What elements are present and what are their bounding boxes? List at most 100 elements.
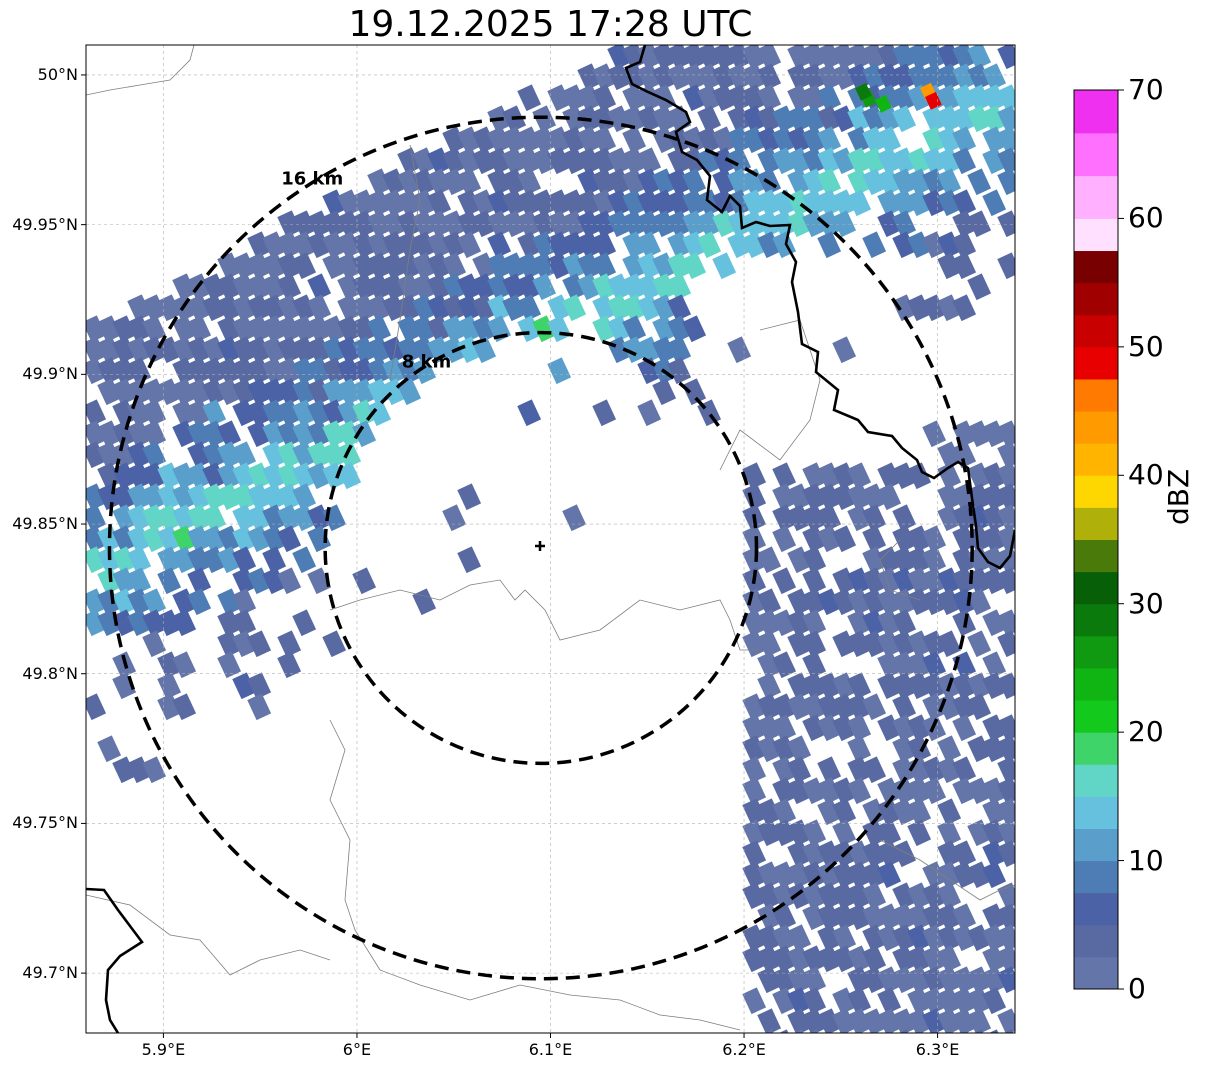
admin-boundary [329, 579, 760, 651]
echo-cell [187, 504, 212, 532]
echo-cell [877, 630, 902, 658]
echo-cell [952, 924, 977, 952]
echo-cell [817, 882, 842, 910]
echo-cell [397, 210, 422, 238]
echo-cell [577, 210, 602, 238]
echo-cell [862, 903, 887, 931]
echo-cell [307, 399, 332, 427]
colorbar-cell [1074, 860, 1118, 894]
echo-cell [217, 420, 242, 448]
echo-cell [907, 147, 932, 175]
echo-cell [247, 294, 272, 322]
echo-cell [982, 819, 1007, 847]
echo-cell [232, 441, 257, 469]
echo-cell [112, 672, 137, 700]
echo-cell [967, 105, 992, 133]
echo-cell [517, 84, 542, 112]
echo-cell [562, 84, 587, 112]
echo-cell [322, 315, 347, 343]
echo-cell [142, 315, 167, 343]
echo-cell [352, 567, 377, 595]
echo-cell [412, 231, 437, 259]
echo-cell [502, 189, 527, 217]
echo-cell [892, 525, 917, 553]
echo-cell [937, 945, 962, 973]
colorbar-cell [1074, 475, 1118, 508]
colorbar-cell [1074, 346, 1118, 380]
echo-cell [682, 378, 707, 406]
echo-cell [847, 903, 872, 931]
echo-cell [937, 735, 962, 763]
echo-cell [562, 504, 587, 532]
echo-cell [997, 756, 1015, 784]
admin-boundary [86, 45, 195, 96]
echo-cell [742, 525, 767, 553]
echo-cell [787, 1008, 812, 1033]
echo-cell [247, 630, 272, 658]
echo-cell [682, 168, 707, 196]
echo-cell [157, 462, 182, 490]
echo-cell [667, 336, 692, 364]
echo-cell [142, 462, 167, 490]
echo-cell [892, 210, 917, 238]
echo-cell [907, 987, 932, 1015]
echo-cell [787, 483, 812, 511]
echo-cell [832, 714, 857, 742]
echo-cell [622, 231, 647, 259]
echo-cell [997, 672, 1015, 700]
echo-cell [457, 294, 482, 322]
echo-cell [892, 609, 917, 637]
echo-cell [922, 126, 947, 154]
echo-cell [217, 609, 242, 637]
echo-cell [502, 210, 527, 238]
echo-cell [907, 798, 932, 826]
echo-cell [172, 693, 197, 721]
echo-cell [262, 525, 287, 553]
echo-cell [787, 168, 812, 196]
echo-cell [757, 903, 782, 931]
echo-cell [877, 546, 902, 574]
echo-cell [607, 63, 632, 91]
echo-cell [952, 63, 977, 91]
echo-cell [172, 504, 197, 532]
echo-cell [847, 966, 872, 994]
echo-cell [937, 987, 962, 1015]
echo-cell [952, 210, 977, 238]
echo-cell [877, 84, 902, 112]
echo-cell [667, 168, 692, 196]
echo-cell [247, 399, 272, 427]
echo-cell [877, 861, 902, 889]
echo-cell [322, 252, 347, 280]
echo-cell [247, 693, 272, 721]
colorbar-cell [1074, 378, 1118, 412]
echo-cell [787, 882, 812, 910]
echo-cell [547, 210, 572, 238]
echo-cell [622, 147, 647, 175]
echo-cell [727, 45, 752, 70]
echo-cell [997, 105, 1015, 133]
echo-cell [802, 819, 827, 847]
echo-cell [637, 105, 662, 133]
echo-cell [682, 45, 707, 70]
echo-cell [337, 273, 362, 301]
echo-cell [862, 567, 887, 595]
echo-cell [127, 588, 152, 616]
echo-cell [232, 378, 257, 406]
lat-tick-label: 49.95°N [12, 214, 78, 234]
echo-cell [112, 483, 137, 511]
echo-cell [922, 567, 947, 595]
echo-cell [442, 210, 467, 238]
echo-cell [952, 588, 977, 616]
echo-cell [982, 651, 1007, 679]
echo-cell [892, 189, 917, 217]
echo-cell [727, 126, 752, 154]
echo-cell [622, 252, 647, 280]
echo-cell [277, 567, 302, 595]
echo-cell [802, 693, 827, 721]
echo-cell [532, 147, 557, 175]
echo-cell [937, 84, 962, 112]
echo-cell [352, 273, 377, 301]
echo-cell [232, 525, 257, 553]
colorbar-cell [1074, 250, 1118, 284]
echo-cell [127, 483, 152, 511]
